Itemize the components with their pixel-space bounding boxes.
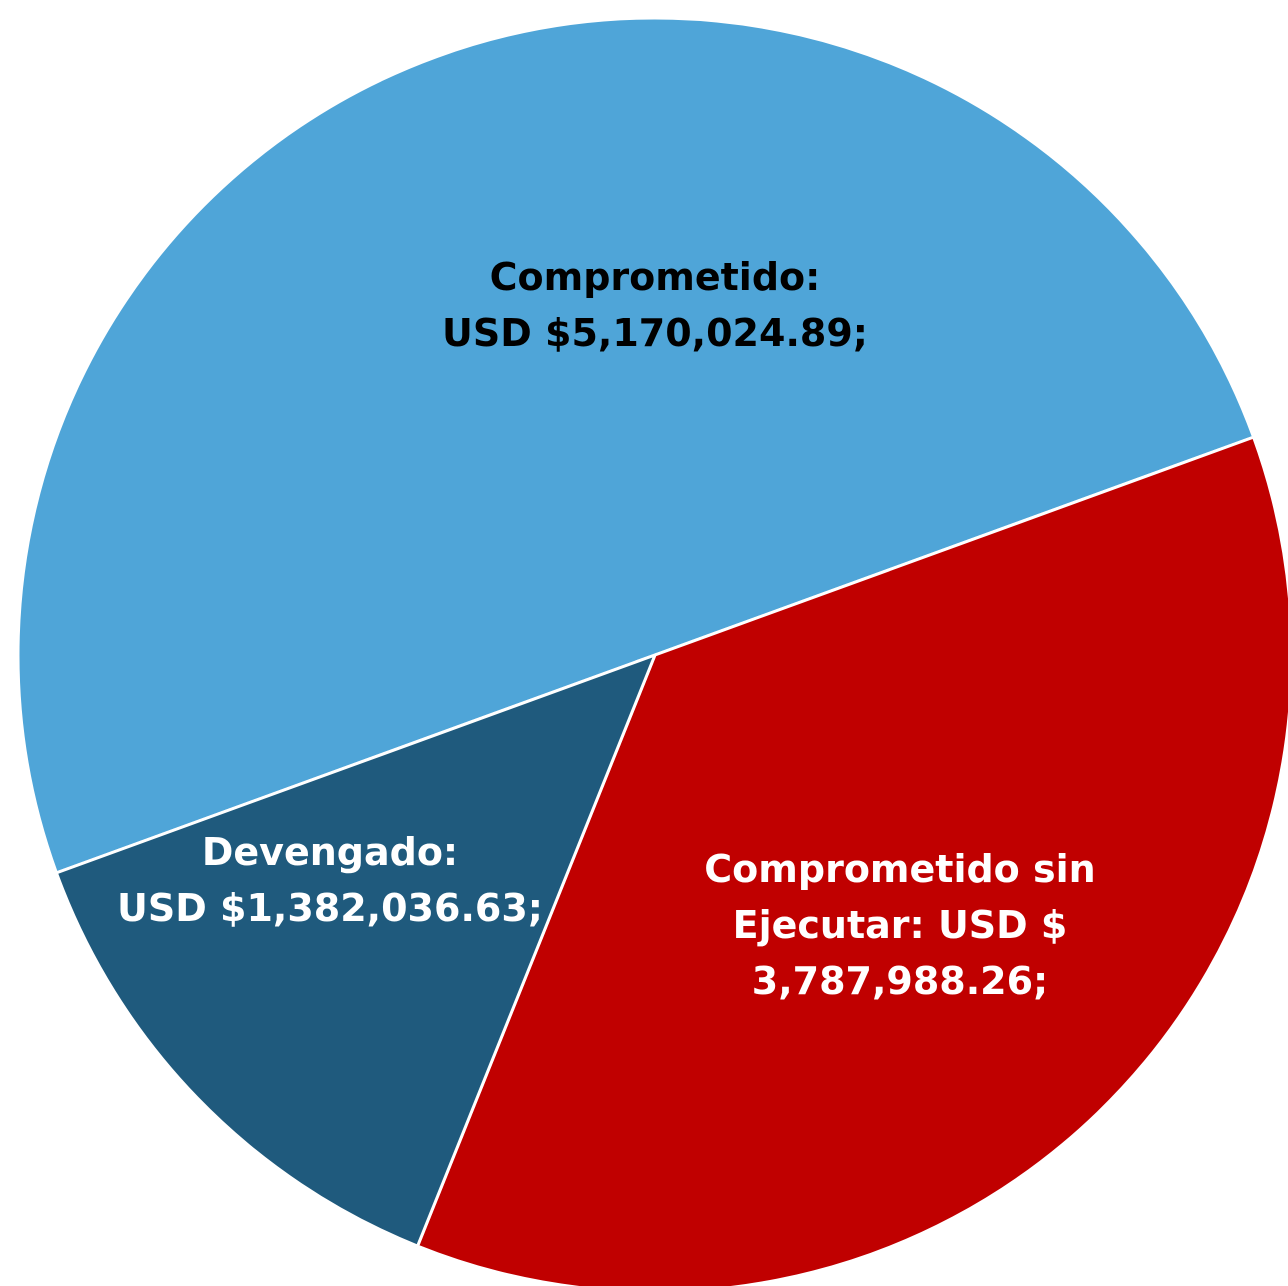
label-part: Comprometido sin Ejecutar: [704, 847, 1096, 947]
data-label: Comprometido: USD $5,170,024.89; [355, 249, 955, 361]
pie-slice [54, 652, 658, 1249]
label-part: USD $1,382,036.63; [117, 886, 543, 930]
pie-slice [415, 435, 1288, 1286]
data-label: Devengado: USD $1,382,036.63; [100, 824, 560, 936]
data-label: Comprometido sin Ejecutar: USD $ 3,787,9… [685, 841, 1115, 1009]
label-part: USD $ 3,787,988.26; [751, 903, 1068, 1003]
label-part: USD $5,170,024.89; [442, 311, 868, 355]
pie-slice [18, 18, 1254, 873]
label-part: Comprometido: [489, 255, 821, 299]
label-part: Devengado: [201, 830, 459, 874]
